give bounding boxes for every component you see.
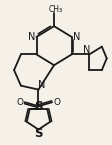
Text: S: S (34, 127, 42, 140)
Text: CH₃: CH₃ (48, 5, 62, 14)
Text: N: N (72, 32, 80, 42)
Text: O: O (53, 98, 60, 107)
Text: N: N (82, 45, 89, 55)
Text: N: N (37, 80, 45, 90)
Text: S: S (34, 100, 42, 113)
Text: N: N (28, 32, 35, 42)
Text: O: O (16, 98, 23, 107)
